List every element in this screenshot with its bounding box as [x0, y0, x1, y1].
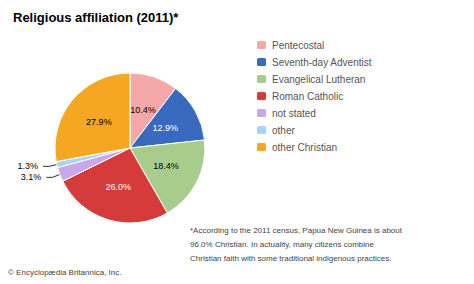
svg-text:10.4%: 10.4%	[130, 105, 156, 115]
svg-text:Pentecostal: Pentecostal	[272, 40, 324, 51]
svg-text:12.9%: 12.9%	[153, 123, 179, 133]
svg-text:Religious affiliation (2011)*: Religious affiliation (2011)*	[13, 10, 179, 25]
svg-text:Seventh-day Adventist: Seventh-day Adventist	[272, 57, 372, 68]
svg-text:96.0% Christian. In actuality,: 96.0% Christian. In actuality, many citi…	[190, 240, 374, 249]
svg-text:Evangelical Lutheran: Evangelical Lutheran	[272, 74, 365, 85]
svg-text:other Christian: other Christian	[272, 142, 337, 153]
svg-text:18.4%: 18.4%	[153, 161, 179, 171]
svg-text:1.3%: 1.3%	[18, 161, 39, 171]
svg-text:other: other	[272, 125, 295, 136]
svg-text:not stated: not stated	[272, 108, 316, 119]
svg-text:© Encyclopædia Britannica, Inc: © Encyclopædia Britannica, Inc.	[8, 268, 122, 277]
svg-text:26.0%: 26.0%	[105, 182, 131, 192]
svg-text:Christian faith with some trad: Christian faith with some traditional in…	[190, 254, 391, 263]
svg-text:3.1%: 3.1%	[21, 172, 42, 182]
svg-text:*According to the 2011 census,: *According to the 2011 census, Papua New…	[190, 226, 403, 235]
svg-text:Roman Catholic: Roman Catholic	[272, 91, 343, 102]
svg-text:27.9%: 27.9%	[86, 117, 112, 127]
